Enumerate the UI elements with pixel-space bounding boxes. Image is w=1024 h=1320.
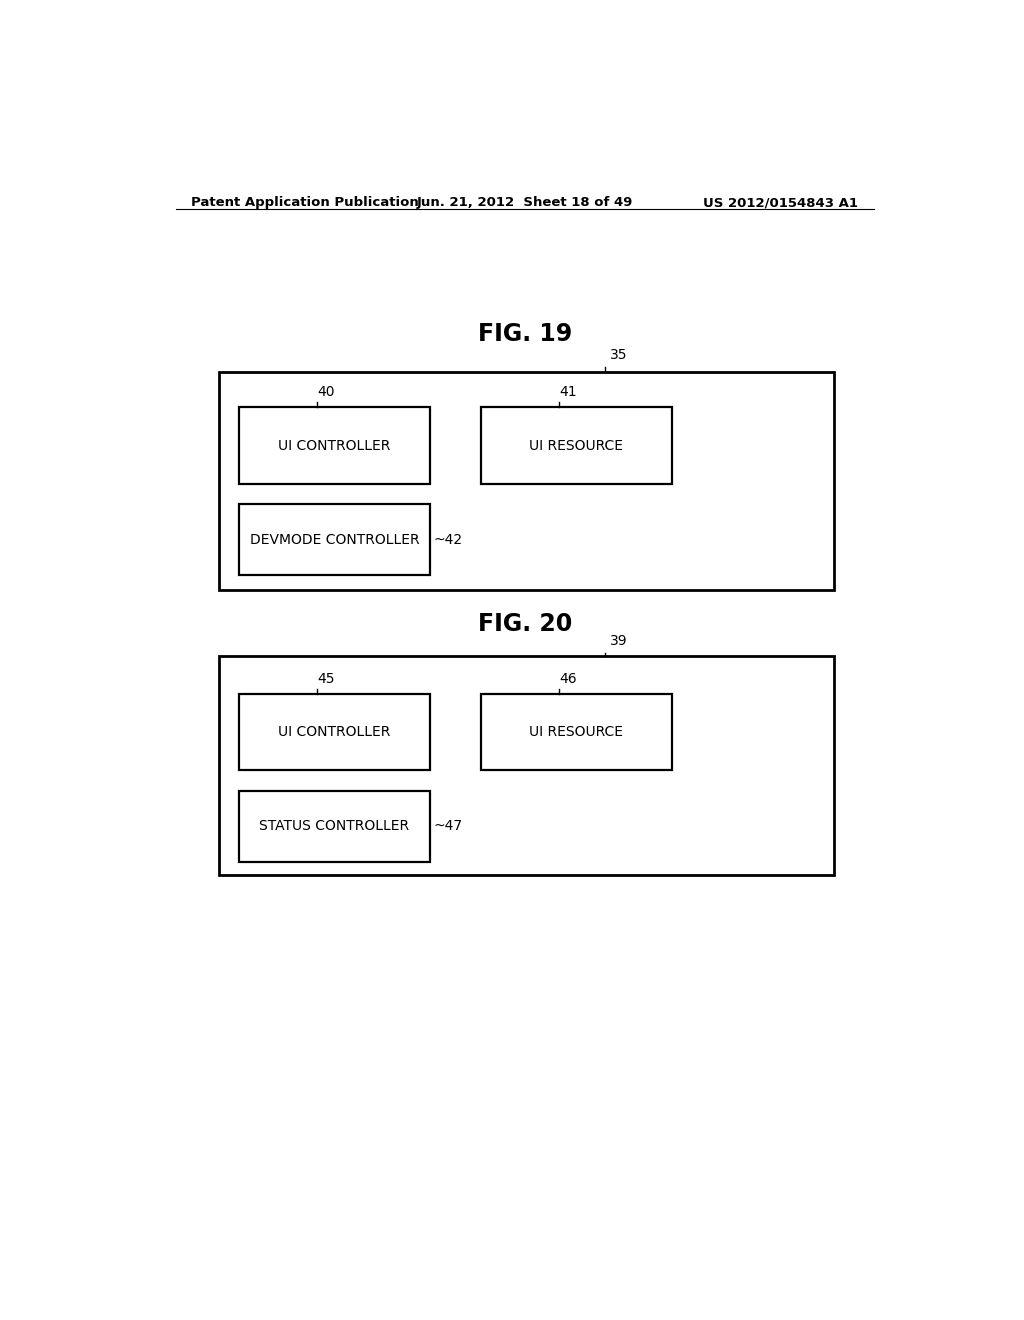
- Bar: [481, 408, 672, 483]
- Bar: [481, 694, 672, 771]
- Text: 46: 46: [559, 672, 577, 686]
- Text: 41: 41: [559, 385, 577, 399]
- Text: 45: 45: [316, 672, 335, 686]
- Text: ~42: ~42: [433, 532, 463, 546]
- Text: UI CONTROLLER: UI CONTROLLER: [279, 725, 390, 739]
- Bar: [240, 791, 430, 862]
- Text: 40: 40: [316, 385, 335, 399]
- Text: Jun. 21, 2012  Sheet 18 of 49: Jun. 21, 2012 Sheet 18 of 49: [417, 195, 633, 209]
- Text: FIG. 20: FIG. 20: [477, 612, 572, 636]
- Text: FIG. 19: FIG. 19: [477, 322, 572, 346]
- Text: 39: 39: [609, 635, 628, 648]
- Text: DEVMODE CONTROLLER: DEVMODE CONTROLLER: [250, 532, 419, 546]
- Bar: [240, 408, 430, 483]
- Text: US 2012/0154843 A1: US 2012/0154843 A1: [703, 195, 858, 209]
- Text: STATUS CONTROLLER: STATUS CONTROLLER: [259, 820, 410, 833]
- Bar: [219, 656, 835, 875]
- Bar: [240, 504, 430, 576]
- Text: UI CONTROLLER: UI CONTROLLER: [279, 438, 390, 453]
- Bar: [219, 372, 835, 590]
- Text: ~47: ~47: [433, 820, 463, 833]
- Text: UI RESOURCE: UI RESOURCE: [529, 438, 624, 453]
- Bar: [240, 694, 430, 771]
- Text: UI RESOURCE: UI RESOURCE: [529, 725, 624, 739]
- Text: 35: 35: [609, 347, 628, 362]
- Text: Patent Application Publication: Patent Application Publication: [191, 195, 419, 209]
